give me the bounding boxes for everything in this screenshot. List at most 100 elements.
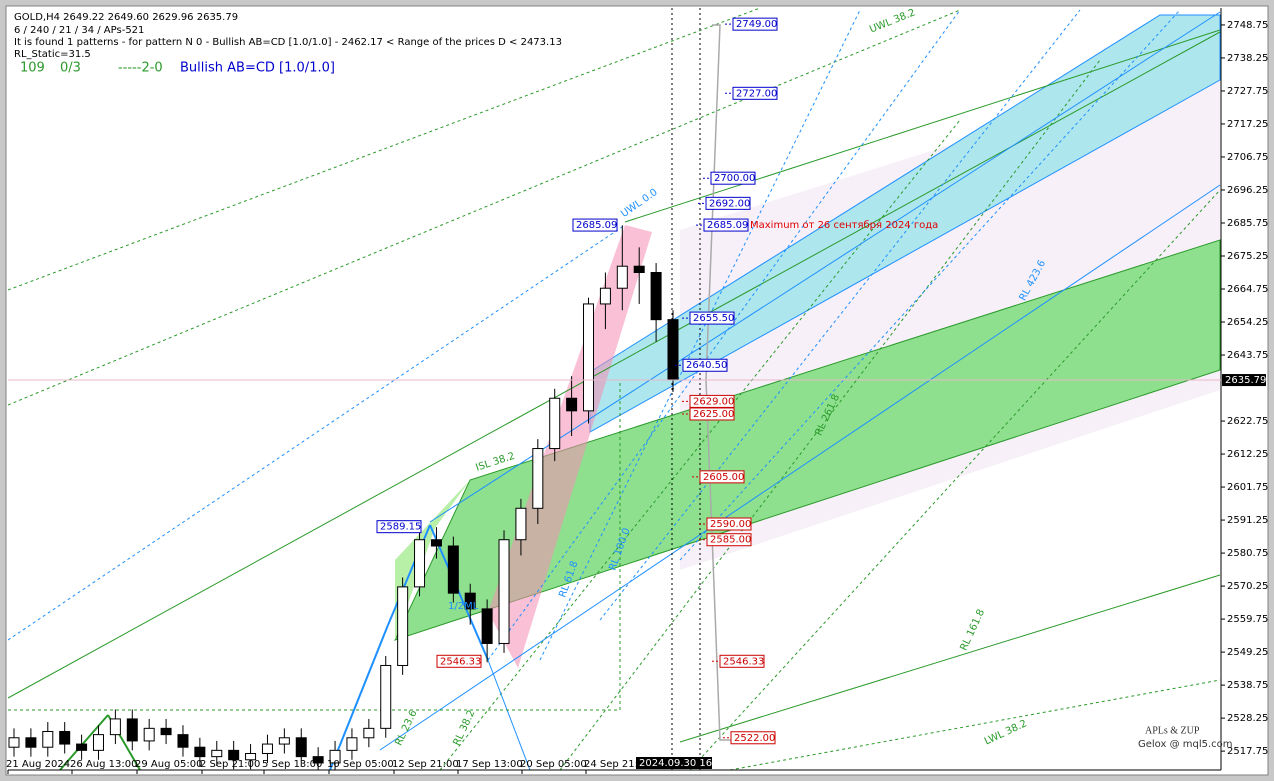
candle-body xyxy=(549,397,561,450)
info-line: 6 / 240 / 21 / 34 / APs-521 xyxy=(14,25,144,36)
level-label: 2700.00 xyxy=(714,173,755,184)
cursor-time: 2024.09.30 16:55 xyxy=(639,758,728,769)
status: 0/3 xyxy=(60,61,81,76)
y-tick-label: 2738.25 xyxy=(1227,53,1268,64)
candle-body xyxy=(346,737,358,751)
zigzag xyxy=(329,624,389,770)
level-box xyxy=(689,407,735,421)
candle-body xyxy=(430,539,442,547)
candle-body xyxy=(650,272,662,321)
y-tick-label: 2622.75 xyxy=(1227,416,1268,427)
info-line: RL_Static=31.5 xyxy=(14,49,91,60)
y-tick-label: 2559.75 xyxy=(1227,614,1268,625)
level-box xyxy=(732,17,778,31)
level-label: 2655.50 xyxy=(693,313,734,324)
candle-body xyxy=(177,734,189,748)
x-tick-label: 21 Aug 2024 xyxy=(6,759,70,770)
y-tick-label: 2643.75 xyxy=(1227,350,1268,361)
y-tick-label: 2675.25 xyxy=(1227,251,1268,262)
level-label: 2692.00 xyxy=(709,198,750,209)
x-tick-label: 26 Aug 13:00 xyxy=(70,759,137,770)
status: 109 xyxy=(20,61,45,76)
level-box xyxy=(732,86,778,100)
blue-line xyxy=(487,659,531,770)
line-label: 1/2ML xyxy=(448,601,479,612)
blue-line xyxy=(379,184,1221,751)
drawings xyxy=(8,8,1221,770)
y-tick-label: 2538.75 xyxy=(1227,680,1268,691)
y-tick-label: 2528.25 xyxy=(1227,713,1268,724)
blue-dashed xyxy=(8,224,626,641)
candle-body xyxy=(211,749,223,758)
candle-body xyxy=(414,539,426,588)
green-line xyxy=(679,574,1221,743)
green-dashed xyxy=(8,8,761,291)
y-tick-label: 2664.75 xyxy=(1227,284,1268,295)
candle-body xyxy=(498,539,510,644)
y-tick-label: 2727.75 xyxy=(1227,86,1268,97)
level-label: 2640.50 xyxy=(686,360,727,371)
candle-body xyxy=(380,664,392,729)
green-dashed xyxy=(559,59,1101,770)
note: Maximum от 26 сентября 2024 года xyxy=(750,220,938,231)
y-tick-label: 2696.25 xyxy=(1227,185,1268,196)
candle-body xyxy=(447,545,459,594)
x-tick-label: 2 Sep 21:00 xyxy=(200,759,260,770)
info-line: It is found 1 patterns - for pattern N 0… xyxy=(14,37,562,48)
candle-body xyxy=(109,718,121,736)
x-tick-label: 29 Aug 05:00 xyxy=(135,759,202,770)
candle-body xyxy=(583,303,595,412)
zigzag xyxy=(429,524,489,661)
level-box xyxy=(699,470,745,484)
candle-body xyxy=(566,397,578,412)
pattern-name: Bullish AB=CD [1.0/1.0] xyxy=(180,61,335,76)
pivot-label: 2546.33 xyxy=(440,656,481,667)
current-price-box xyxy=(1222,374,1266,387)
level-box xyxy=(682,358,728,372)
y-tick-label: 2591.25 xyxy=(1227,515,1268,526)
level-label: 2629.00 xyxy=(693,396,734,407)
x-tick-label: 20 Sep 05:00 xyxy=(520,759,587,770)
candle-body xyxy=(464,592,476,610)
level-label: 2605.00 xyxy=(703,472,744,483)
y-tick-label: 2685.75 xyxy=(1227,218,1268,229)
green-triangle xyxy=(395,480,470,640)
x-tick-label: 17 Sep 13:00 xyxy=(456,759,523,770)
green-line xyxy=(624,29,1221,223)
level-box xyxy=(706,533,752,547)
blue-dashed xyxy=(679,9,1181,561)
y-tick-label: 2654.25 xyxy=(1227,317,1268,328)
pivot-label: 2589.15 xyxy=(380,522,421,533)
level-label: 2685.09 xyxy=(707,220,748,231)
level-label: 2590.00 xyxy=(710,519,751,530)
level-box xyxy=(710,171,756,185)
green-dashed xyxy=(8,9,961,406)
candle-body xyxy=(397,586,409,666)
candle-body xyxy=(76,743,88,751)
y-tick-label: 2706.75 xyxy=(1227,152,1268,163)
candle-body xyxy=(515,507,527,541)
y-tick-label: 2717.25 xyxy=(1227,119,1268,130)
candle-body xyxy=(599,287,611,305)
x-tick-label: 5 Sep 13:00 xyxy=(262,759,322,770)
green-dashed xyxy=(689,189,1221,770)
candle-body xyxy=(228,749,240,761)
level-box xyxy=(703,218,749,232)
level-label: 2585.00 xyxy=(710,535,751,546)
level-box xyxy=(689,394,735,408)
candle-body xyxy=(143,727,155,742)
candle-body xyxy=(363,727,375,739)
candle-body xyxy=(312,756,324,764)
x-tick-label: 12 Sep 21:00 xyxy=(392,759,459,770)
y-tick-label: 2601.75 xyxy=(1227,482,1268,493)
candle-body xyxy=(532,448,544,509)
cursor-time-box xyxy=(636,757,712,769)
y-tick-label: 2549.25 xyxy=(1227,647,1268,658)
candle-body xyxy=(633,265,645,274)
level-box xyxy=(706,517,752,531)
candle-body xyxy=(25,737,37,748)
current-price: 2635.79 xyxy=(1225,375,1266,386)
candle-body xyxy=(59,730,71,745)
pivot-box xyxy=(376,520,422,534)
candle-body xyxy=(92,734,104,751)
